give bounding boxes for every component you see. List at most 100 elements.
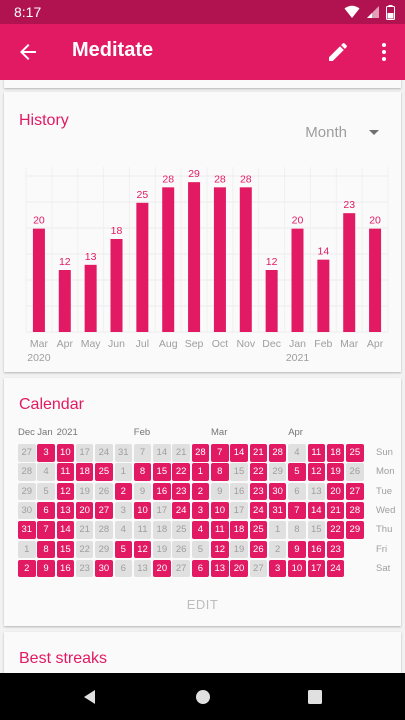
calendar-day[interactable]: 16: [230, 482, 248, 501]
calendar-day[interactable]: 3: [37, 444, 55, 462]
calendar-day[interactable]: 6: [114, 559, 132, 578]
calendar-day[interactable]: 22: [249, 463, 268, 481]
calendar-day[interactable]: 14: [153, 444, 171, 462]
calendar-day[interactable]: 27: [18, 444, 36, 462]
calendar-day[interactable]: 22: [172, 463, 190, 481]
calendar-day[interactable]: 23: [326, 540, 345, 558]
calendar-day[interactable]: 28: [346, 501, 364, 520]
calendar-day[interactable]: 7: [288, 501, 306, 520]
calendar-day[interactable]: 29: [95, 540, 113, 558]
calendar-day[interactable]: 4: [191, 521, 210, 539]
calendar-day[interactable]: 28: [268, 444, 287, 462]
calendar-day[interactable]: 27: [346, 482, 364, 501]
calendar-day[interactable]: 31: [114, 444, 132, 462]
calendar-day[interactable]: 9: [288, 540, 306, 558]
calendar-day[interactable]: 10: [211, 501, 229, 520]
calendar-day[interactable]: 30: [18, 501, 36, 520]
calendar-day[interactable]: 30: [268, 482, 287, 501]
arrow-back-icon[interactable]: [16, 40, 40, 64]
calendar-day[interactable]: 15: [153, 463, 171, 481]
calendar-day[interactable]: 16: [307, 540, 325, 558]
calendar-day[interactable]: 5: [288, 463, 306, 481]
calendar-day[interactable]: 11: [307, 444, 325, 462]
calendar-day[interactable]: 26: [95, 482, 113, 501]
calendar-day[interactable]: 14: [230, 444, 248, 462]
calendar-day[interactable]: 5: [37, 482, 55, 501]
calendar-day[interactable]: 11: [56, 463, 75, 481]
calendar-day[interactable]: 13: [133, 559, 152, 578]
more-vert-icon[interactable]: [372, 40, 396, 64]
calendar-day[interactable]: 30: [95, 559, 113, 578]
calendar-day[interactable]: 25: [95, 463, 113, 481]
calendar-day[interactable]: 22: [326, 521, 345, 539]
calendar-day[interactable]: 22: [75, 540, 94, 558]
calendar-day[interactable]: 31: [18, 521, 36, 539]
calendar-day[interactable]: 7: [211, 444, 229, 462]
calendar-day[interactable]: 21: [326, 501, 345, 520]
calendar-day[interactable]: 8: [211, 463, 229, 481]
calendar-day[interactable]: 23: [249, 482, 268, 501]
calendar-day[interactable]: 14: [307, 501, 325, 520]
nav-back-icon[interactable]: [80, 687, 100, 707]
calendar-day[interactable]: 27: [95, 501, 113, 520]
nav-home-icon[interactable]: [193, 687, 213, 707]
calendar-day[interactable]: 18: [75, 463, 94, 481]
calendar-day[interactable]: 13: [211, 559, 229, 578]
calendar-day[interactable]: 27: [249, 559, 268, 578]
calendar-day[interactable]: 16: [56, 559, 75, 578]
calendar-day[interactable]: 19: [230, 540, 248, 558]
calendar-day[interactable]: 19: [75, 482, 94, 501]
calendar-day[interactable]: 5: [191, 540, 210, 558]
calendar-day[interactable]: 25: [249, 521, 268, 539]
calendar-day[interactable]: 6: [37, 501, 55, 520]
calendar-day[interactable]: 24: [326, 559, 345, 578]
scroll-content[interactable]: History Month 20 12 13 18 25 28 29 28 28 12 20 14 23…: [0, 80, 405, 673]
calendar-day[interactable]: 28: [18, 463, 36, 481]
calendar-day[interactable]: 24: [172, 501, 190, 520]
calendar-day[interactable]: 27: [172, 559, 190, 578]
calendar-day[interactable]: 2: [114, 482, 132, 501]
calendar-day[interactable]: 3: [268, 559, 287, 578]
calendar-day[interactable]: 8: [133, 463, 152, 481]
calendar-day[interactable]: 21: [249, 444, 268, 462]
calendar-day[interactable]: 24: [249, 501, 268, 520]
nav-recents-icon[interactable]: [305, 687, 325, 707]
calendar-day[interactable]: 25: [172, 521, 190, 539]
calendar-day[interactable]: 29: [268, 463, 287, 481]
calendar-day[interactable]: 20: [75, 501, 94, 520]
calendar-day[interactable]: 10: [133, 501, 152, 520]
calendar-day[interactable]: 21: [75, 521, 94, 539]
calendar-day[interactable]: 10: [56, 444, 75, 462]
calendar-day[interactable]: 15: [307, 521, 325, 539]
calendar-day[interactable]: 12: [307, 463, 325, 481]
calendar-day[interactable]: 1: [18, 540, 36, 558]
calendar-day[interactable]: 15: [56, 540, 75, 558]
calendar-day[interactable]: 18: [230, 521, 248, 539]
calendar-day[interactable]: 19: [326, 463, 345, 481]
calendar-day[interactable]: 4: [288, 444, 306, 462]
calendar-day[interactable]: 18: [326, 444, 345, 462]
calendar-day[interactable]: 2: [18, 559, 36, 578]
calendar-day[interactable]: 9: [37, 559, 55, 578]
calendar-day[interactable]: 17: [307, 559, 325, 578]
calendar-day[interactable]: 29: [346, 521, 364, 539]
calendar-day[interactable]: 3: [114, 501, 132, 520]
pencil-icon[interactable]: [326, 40, 350, 64]
calendar-day[interactable]: 13: [56, 501, 75, 520]
calendar-day[interactable]: 20: [326, 482, 345, 501]
calendar-day[interactable]: 26: [249, 540, 268, 558]
calendar-day[interactable]: 11: [211, 521, 229, 539]
calendar-day[interactable]: 20: [153, 559, 171, 578]
calendar-day[interactable]: 3: [191, 501, 210, 520]
calendar-day[interactable]: 17: [153, 501, 171, 520]
calendar-day[interactable]: 8: [288, 521, 306, 539]
calendar-day[interactable]: 7: [37, 521, 55, 539]
calendar-day[interactable]: 9: [211, 482, 229, 501]
calendar-day[interactable]: 18: [153, 521, 171, 539]
calendar-day[interactable]: 7: [133, 444, 152, 462]
calendar-day[interactable]: 8: [37, 540, 55, 558]
calendar-day[interactable]: 25: [346, 444, 364, 462]
calendar-day[interactable]: 12: [211, 540, 229, 558]
calendar-day[interactable]: 23: [172, 482, 190, 501]
calendar-day[interactable]: 11: [133, 521, 152, 539]
